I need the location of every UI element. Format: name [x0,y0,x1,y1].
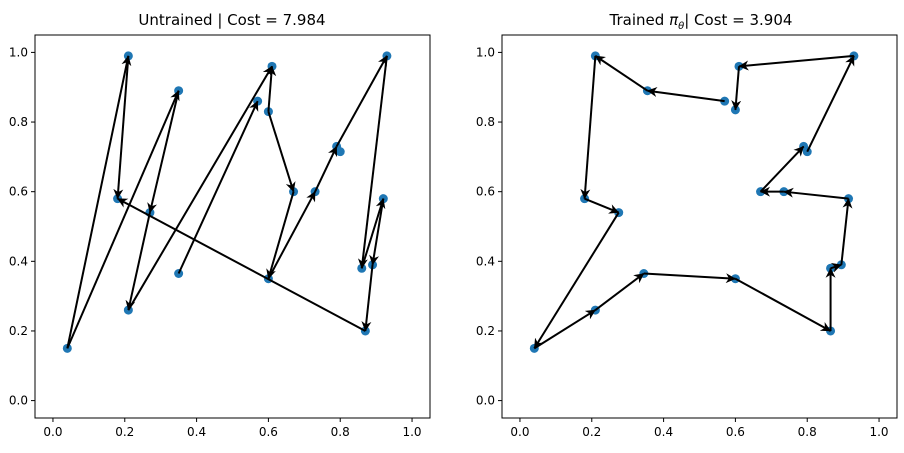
left-tour-arrow [266,65,277,112]
left-plot-area: 0.0 0.2 0.4 0.6 0.8 1.0 0.0 0.2 0.4 0.6 0.8 1.0 [9,45,422,439]
left-panel: Untrained | Cost = 7.984 0.0 0.2 0.4 0.6 0.8… [9,11,431,439]
right-tour-arrow [643,272,736,284]
right-tour-arrow [806,55,855,153]
right-xtick-label: 1.0 [869,425,888,439]
right-panel: Trained πθ| Cost = 3.904 0.0 0.2 0.4 0.6 0.8… [476,11,898,439]
left-tour-arrow [127,65,273,311]
left-ytick-label: 0.0 [9,394,28,408]
left-ytick-label: 0.6 [9,185,28,199]
left-title: Untrained | Cost = 7.984 [138,11,325,29]
left-axes-frame [34,34,431,419]
left-tour-arrow [125,212,151,311]
left-ytick-label: 0.4 [9,254,28,268]
left-xtick-label: 0.2 [115,425,134,439]
right-tour-arrow [738,54,854,71]
left-tour-arrow [361,264,374,332]
left-tour-arrow [357,55,388,269]
right-ytick-label: 1.0 [476,45,495,59]
right-title-subscript: θ [678,21,684,32]
right-tour-arrow [731,66,742,111]
right-ytick-label: 0.6 [476,185,495,199]
right-tour-arrow [584,197,620,214]
right-tour-arrow [783,187,849,200]
left-xtick-label: 1.0 [402,425,421,439]
right-xtick-label: 0.2 [582,425,601,439]
right-ytick-label: 0.2 [476,324,495,338]
left-xtick-label: 0.8 [331,425,350,439]
left-tour-arrow [66,55,132,349]
right-tour-arrow [734,277,832,332]
left-tour-arrow [369,198,385,266]
left-tour-arrow [117,197,366,332]
right-title-suffix: | Cost = 3.904 [684,11,792,29]
left-tour-arrow [267,111,296,193]
left-ytick-label: 0.8 [9,115,28,129]
right-ytick-label: 0.8 [476,115,495,129]
left-tour-arrow [113,55,130,200]
right-tour-arrow [594,272,645,311]
left-tour-arrow [177,100,259,274]
right-tour-arrow [646,87,725,103]
left-xtick-label: 0.6 [259,425,278,439]
right-title-prefix: Trained [609,11,670,29]
left-tour-arrow [267,191,316,280]
right-title-symbol: π [669,11,679,29]
right-plot-area: 0.0 0.2 0.4 0.6 0.8 1.0 0.0 0.2 0.4 0.6 0.8 1.0 [476,45,889,439]
right-xtick-label: 0.8 [798,425,817,439]
left-xtick-label: 0.4 [187,425,206,439]
right-tour-arrow [830,262,842,273]
left-city-point [335,147,345,157]
right-xtick-label: 0.4 [654,425,673,439]
right-axes-frame [501,34,898,419]
left-tour-arrow [360,198,386,269]
left-tour-arrow [314,145,338,193]
left-tour-arrow [147,90,180,214]
left-ytick-label: 1.0 [9,45,28,59]
right-tour-arrow [840,198,853,265]
left-tour-arrow [335,55,388,147]
right-tour-arrow [533,212,620,349]
left-tour-arrow [66,90,180,349]
right-tour-arrow [759,145,805,193]
right-xtick-label: 0.0 [510,425,529,439]
right-title: Trained πθ| Cost = 3.904 [609,11,793,32]
left-tour-arrow [266,191,295,280]
left-xtick-label: 0.0 [43,425,62,439]
right-tour-arrow [594,55,648,92]
right-ytick-label: 0.4 [476,254,495,268]
left-ytick-label: 0.2 [9,324,28,338]
right-tour-arrow [580,55,597,200]
right-tour-arrow [533,309,596,350]
right-ytick-label: 0.0 [476,394,495,408]
right-xtick-label: 0.6 [726,425,745,439]
